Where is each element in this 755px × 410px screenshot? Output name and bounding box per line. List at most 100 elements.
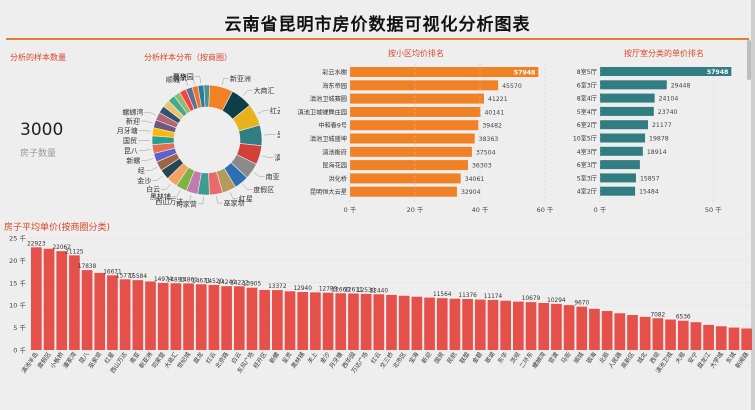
bar-category-label: 5室3厅 <box>577 174 597 182</box>
pie-leader-line <box>187 77 195 85</box>
bar <box>462 299 473 350</box>
bar-category-label: 6室3厅 <box>577 81 597 89</box>
bar-value-label: 18914 <box>647 149 667 156</box>
bar-value-label: 41221 <box>488 96 508 103</box>
bar <box>424 297 435 350</box>
bar-category-label: 昆明恒大云星 <box>310 188 347 196</box>
bar-value-label: 40141 <box>484 109 504 116</box>
bar-data-label: 11564 <box>433 292 452 298</box>
bar <box>665 319 676 350</box>
bar-data-label: 14520 <box>205 279 224 285</box>
y-tick-label: 5 千 <box>13 323 26 332</box>
bar <box>600 93 655 103</box>
bar-value-label: 15484 <box>639 189 659 196</box>
bar-data-label: 11376 <box>458 293 477 299</box>
bar-value-label: 24104 <box>659 96 679 103</box>
pie-leader-line <box>184 194 192 202</box>
pie-slice-label: 新迎 <box>126 117 140 126</box>
bar-data-label: 14974 <box>154 277 173 283</box>
pie-slice-label: 大商汇 <box>254 86 275 95</box>
bar <box>500 300 511 350</box>
pie-leader-line <box>144 111 156 116</box>
x-tick-label: 北市区 <box>391 351 408 370</box>
bar <box>310 292 321 350</box>
bar <box>284 291 296 350</box>
pie-leader-line <box>216 196 223 204</box>
bar-data-label: 12530 <box>357 288 376 294</box>
bar <box>525 302 537 350</box>
bar-category-label: 6室3厅 <box>577 161 597 169</box>
bar-data-label: 14222 <box>230 280 249 286</box>
pie-leader-line <box>145 167 158 171</box>
x-tick-label: 北京路 <box>213 351 230 370</box>
bar <box>614 313 626 350</box>
scrollbar[interactable] <box>747 40 751 80</box>
bar-value-label: 15857 <box>640 175 660 182</box>
y-tick-label: 15 千 <box>9 278 26 287</box>
pie-slice-label: 司家营 <box>176 199 197 208</box>
bar <box>449 298 461 350</box>
x-tick-label: 大学城 <box>708 351 725 370</box>
bar-category-label: 中和春9号 <box>318 122 347 130</box>
bar-data-label: 7082 <box>650 312 665 318</box>
bar <box>221 286 232 350</box>
bar-data-label: 17838 <box>78 264 97 270</box>
bar <box>43 248 55 350</box>
bar <box>690 322 702 350</box>
bar-data-label: 14240 <box>217 280 236 286</box>
bar <box>350 160 468 171</box>
pie-slice-label: 度假区 <box>253 185 274 194</box>
bar-value-label: 29448 <box>671 82 691 89</box>
kpi-label: 房子数量 <box>20 149 57 159</box>
bar <box>335 293 347 350</box>
bar-value-label: 39482 <box>482 123 502 130</box>
bar-data-label: 14671 <box>192 278 211 284</box>
bar-category-label: 滇池卫城蝶舞庄园 <box>298 108 348 116</box>
bar <box>600 106 654 116</box>
bar-category-label: 滇池卫城盛坤 <box>310 135 347 143</box>
pie-leader-line <box>140 120 153 124</box>
room-bar-title: 按厅室分类的单价排名 <box>624 49 704 58</box>
pie-slice-label: 南亚 <box>266 172 280 181</box>
bar <box>259 289 270 350</box>
bar <box>703 324 714 350</box>
axis-tick-label: 0 千 <box>594 205 607 214</box>
bar-data-label: 16671 <box>103 269 122 275</box>
bar <box>119 279 131 350</box>
pie-slice-label: 红星 <box>239 194 253 203</box>
pie-slice-label: 经 <box>138 166 145 175</box>
bar-value-label: 32904 <box>461 189 481 196</box>
bar-data-label: 12660 <box>332 287 351 293</box>
pie-leader-line <box>138 130 151 132</box>
pie-leader-line <box>229 192 238 199</box>
x-tick-label: 宝海 <box>407 351 420 365</box>
bar <box>538 302 550 350</box>
pie-leader-line <box>152 175 163 181</box>
page-title: 云南省昆明市房价数据可视化分析图表 <box>224 15 531 35</box>
bar-value-label: 37504 <box>476 149 496 156</box>
x-tick-label: 联盟 <box>458 351 471 365</box>
bar-category-label: 滇池卫城赛圆 <box>310 95 347 103</box>
bar <box>474 299 486 350</box>
pie-slice-label: 黑林铺 <box>150 192 171 201</box>
y-tick-label: 10 千 <box>9 301 26 310</box>
bar <box>563 305 575 350</box>
bar <box>56 251 68 350</box>
bar-data-label: 14861 <box>179 277 198 283</box>
pie-chart: 新亚洲大商汇红云呈贡滇池半岛南亚度假区红星巫家坝司家营西山万达黑林铺白云金沙经新… <box>117 72 280 208</box>
bar <box>157 282 169 350</box>
bar-data-label: 21125 <box>65 249 84 255</box>
bar <box>322 292 334 350</box>
bar-value-label: 34061 <box>465 176 485 183</box>
bar-value-label: 19878 <box>649 136 669 143</box>
bar <box>728 327 740 350</box>
bar <box>350 120 479 131</box>
community-bar-title: 按小区均价排名 <box>388 49 444 58</box>
pie-slice-label: 月牙塘 <box>117 126 138 135</box>
bar <box>576 306 588 350</box>
pie-slice-label: 新亚洲 <box>230 74 251 83</box>
axis-tick-label: 20 千 <box>407 205 424 214</box>
bar-value-label: 45570 <box>502 83 522 90</box>
bar <box>350 106 481 117</box>
x-tick-label: 螺蛳湾 <box>530 351 547 370</box>
